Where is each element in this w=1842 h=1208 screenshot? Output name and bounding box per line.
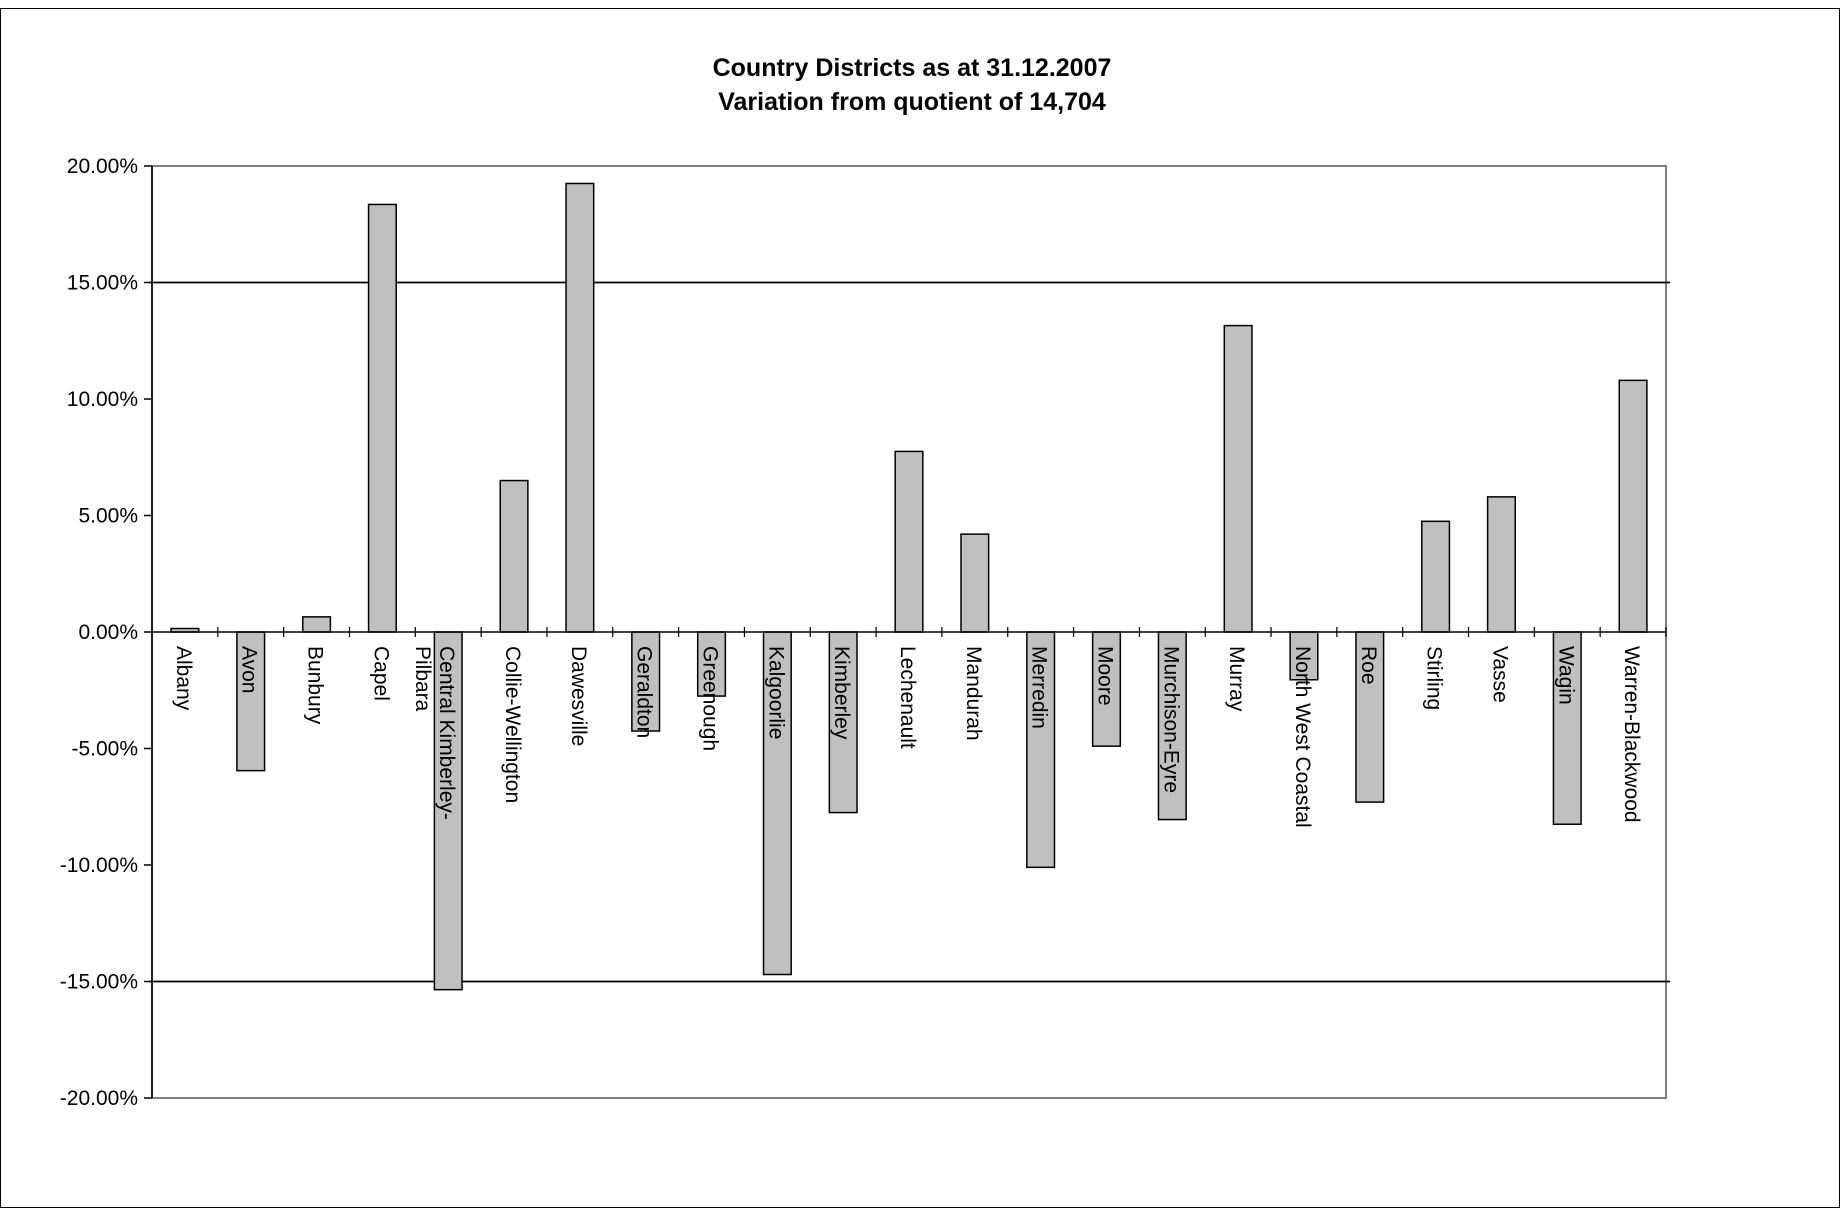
bar <box>499 479 529 633</box>
chart-title: Country Districts as at 31.12.2007 Varia… <box>713 54 1112 116</box>
y-tick-label: 10.00% <box>67 388 138 411</box>
category-label: Murray <box>1225 646 1248 712</box>
category-label: Pilbara <box>411 646 434 712</box>
plot-area: 20.00% 15.00% 10.00% 5.00% 0.00% -5.00% -10.00… <box>60 155 1670 1110</box>
y-tick-label: -5.00% <box>71 738 138 761</box>
bar <box>1223 324 1253 633</box>
category-label: Capel <box>369 646 392 701</box>
bar <box>1157 631 1187 821</box>
category-label: Albany <box>172 646 195 711</box>
y-tick-label: -15.00% <box>60 971 138 994</box>
bar <box>1618 379 1648 633</box>
y-tick-label: 20.00% <box>67 155 138 178</box>
y-tick-label: -20.00% <box>60 1087 138 1110</box>
category-label: Collie-Wellington <box>501 646 524 803</box>
bar <box>696 631 727 697</box>
bar <box>828 631 858 814</box>
bar <box>301 616 332 633</box>
category-label: Merredin <box>1028 646 1051 729</box>
category-label: Warren-Blackwood <box>1620 646 1643 823</box>
bar <box>960 533 990 633</box>
category-label: Mandurah <box>962 646 985 741</box>
bar <box>894 450 924 633</box>
bar <box>1486 496 1517 633</box>
bar <box>1026 631 1056 869</box>
bar <box>1355 631 1385 803</box>
category-label: Central Kimberley- <box>435 646 458 820</box>
category-label: Bunbury <box>304 646 327 725</box>
category-label: Murchison-Eyre <box>1159 646 1182 793</box>
category-label: Kalgoorlie <box>764 646 787 739</box>
bar <box>367 203 397 633</box>
chart-title-line-1: Country Districts as at 31.12.2007 <box>713 54 1112 82</box>
category-label: Wagin <box>1554 646 1577 705</box>
bar <box>1421 520 1451 633</box>
y-tick-label: 5.00% <box>78 505 138 528</box>
chart-title-line-2: Variation from quotient of 14,704 <box>718 88 1106 116</box>
bar <box>1552 631 1582 825</box>
bar <box>1289 631 1319 681</box>
y-tick-label: 15.00% <box>67 272 138 295</box>
category-label: Dawesville <box>567 646 590 746</box>
y-tick-label: 0.00% <box>78 621 138 644</box>
category-label: Kimberley <box>830 646 853 740</box>
category-label: Greenough <box>699 646 722 751</box>
category-label: Lechenault <box>896 646 919 749</box>
category-label: Avon <box>238 646 261 694</box>
bar <box>762 631 792 976</box>
category-label: North West Coastal <box>1291 646 1314 828</box>
y-tick-label: -10.00% <box>60 854 138 877</box>
bar-chart: Country Districts as at 31.12.2007 Varia… <box>60 54 1670 1110</box>
category-label: Vasse <box>1488 646 1511 703</box>
category-label: Roe <box>1357 646 1380 685</box>
category-label: Moore <box>1093 646 1116 706</box>
category-label: Stirling <box>1423 646 1446 710</box>
bar <box>565 182 595 633</box>
category-label: Geraldton <box>633 646 656 738</box>
